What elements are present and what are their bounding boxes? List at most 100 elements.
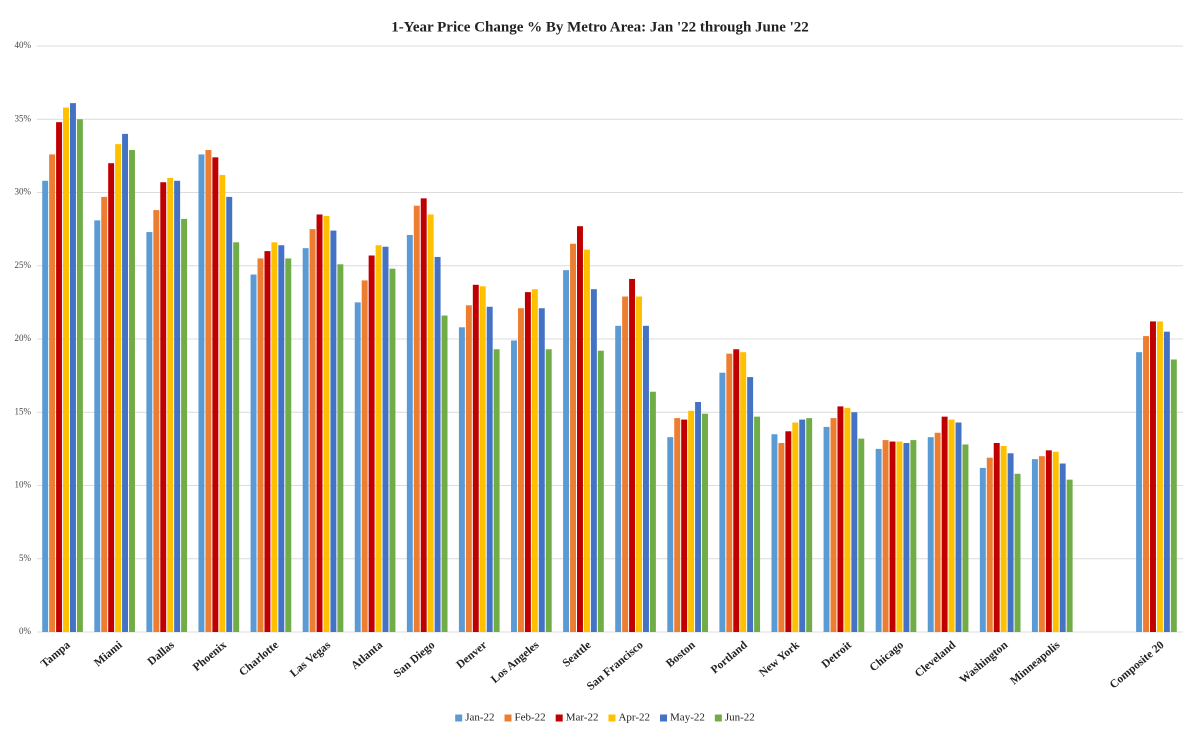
bar: [486, 306, 493, 632]
bar: [1007, 453, 1014, 632]
bar: [1170, 359, 1177, 632]
bar: [76, 119, 83, 632]
bar: [212, 157, 219, 632]
bar: [337, 264, 344, 632]
y-tick-label: 10%: [15, 480, 32, 490]
legend-label: May-22: [670, 712, 705, 724]
bar: [1150, 321, 1156, 632]
bar: [122, 133, 129, 632]
bar: [889, 441, 896, 632]
bar: [837, 406, 844, 632]
bar: [368, 255, 375, 632]
bar: [361, 280, 368, 632]
bar: [636, 296, 642, 632]
x-tick-label: Denver: [454, 639, 489, 671]
bar: [56, 122, 63, 633]
bar: [910, 440, 917, 632]
legend-label: Jan-22: [465, 712, 494, 724]
x-tick-label: Boston: [664, 639, 698, 670]
legend-label: Mar-22: [566, 712, 599, 724]
bar: [1014, 473, 1021, 632]
bar: [538, 308, 545, 632]
bar: [1059, 463, 1066, 632]
bar: [420, 198, 427, 633]
bar: [955, 422, 962, 632]
bar: [250, 274, 257, 632]
bar: [830, 418, 837, 632]
y-tick-label: 30%: [15, 187, 32, 197]
bar: [993, 443, 1000, 632]
bar: [702, 413, 708, 632]
bar: [615, 325, 622, 632]
bar: [181, 218, 188, 632]
bar: [49, 154, 56, 632]
bar: [688, 410, 695, 632]
bar: [219, 174, 226, 633]
bar: [302, 248, 309, 633]
bar: [285, 258, 292, 632]
bar: [493, 349, 500, 632]
bar: [962, 444, 969, 632]
bar: [1163, 331, 1170, 632]
bar: [167, 177, 174, 632]
bar: [629, 278, 636, 632]
bar: [941, 416, 948, 632]
bar: [354, 302, 361, 632]
legend-label: Apr-22: [618, 712, 650, 724]
x-tick-label: Cleveland: [913, 639, 959, 680]
bar: [198, 154, 205, 632]
bar: [733, 349, 740, 632]
bar: [597, 350, 604, 632]
bar: [264, 251, 271, 632]
x-tick-label: Phoenix: [191, 639, 229, 674]
x-tick-label: Minneapolis: [1008, 639, 1063, 688]
x-tick-label: Detroit: [820, 639, 855, 671]
y-tick-label: 20%: [15, 333, 32, 343]
bar: [986, 457, 993, 632]
bar: [771, 434, 778, 632]
legend-swatch: [714, 714, 722, 722]
bar: [823, 426, 830, 632]
x-tick-label: San Diego: [392, 639, 438, 680]
y-tick-label: 0%: [19, 626, 32, 636]
bar: [278, 245, 285, 633]
x-tick-label: Atlanta: [349, 639, 385, 672]
bar: [726, 353, 733, 632]
bar: [806, 418, 813, 632]
bar: [375, 245, 382, 633]
bar: [309, 229, 316, 632]
y-tick-label: 25%: [15, 260, 32, 270]
bar: [174, 180, 181, 632]
x-tick-label: Composite 20: [1108, 639, 1167, 691]
bar: [719, 372, 726, 632]
bar: [434, 256, 441, 632]
y-tick-label: 40%: [15, 40, 32, 50]
bar: [681, 419, 688, 632]
legend-label: Feb-22: [515, 712, 546, 724]
x-tick-label: Miami: [92, 639, 125, 670]
bar: [979, 467, 986, 632]
bar: [524, 292, 531, 632]
bar: [233, 242, 240, 632]
x-tick-label: San Francisco: [585, 639, 646, 693]
bar: [577, 226, 583, 632]
bar: [101, 196, 108, 632]
x-tick-label: Portland: [709, 639, 750, 677]
x-tick-label: New York: [757, 639, 802, 680]
bar: [257, 258, 264, 632]
bar: [382, 246, 389, 632]
legend-swatch: [504, 714, 512, 722]
bar: [69, 103, 76, 632]
bar: [479, 286, 486, 632]
bar: [271, 242, 278, 632]
y-tick-label: 35%: [15, 113, 32, 123]
y-tick-label: 15%: [15, 406, 32, 416]
legend-label: Jun-22: [725, 712, 755, 724]
bar: [1045, 450, 1052, 632]
x-tick-label: Seattle: [560, 639, 593, 670]
bar: [531, 289, 538, 632]
bar: [465, 305, 472, 632]
bar: [1000, 445, 1007, 632]
x-tick-label: Las Vegas: [288, 639, 334, 680]
chart-title: 1-Year Price Change % By Metro Area: Jan…: [391, 19, 809, 35]
